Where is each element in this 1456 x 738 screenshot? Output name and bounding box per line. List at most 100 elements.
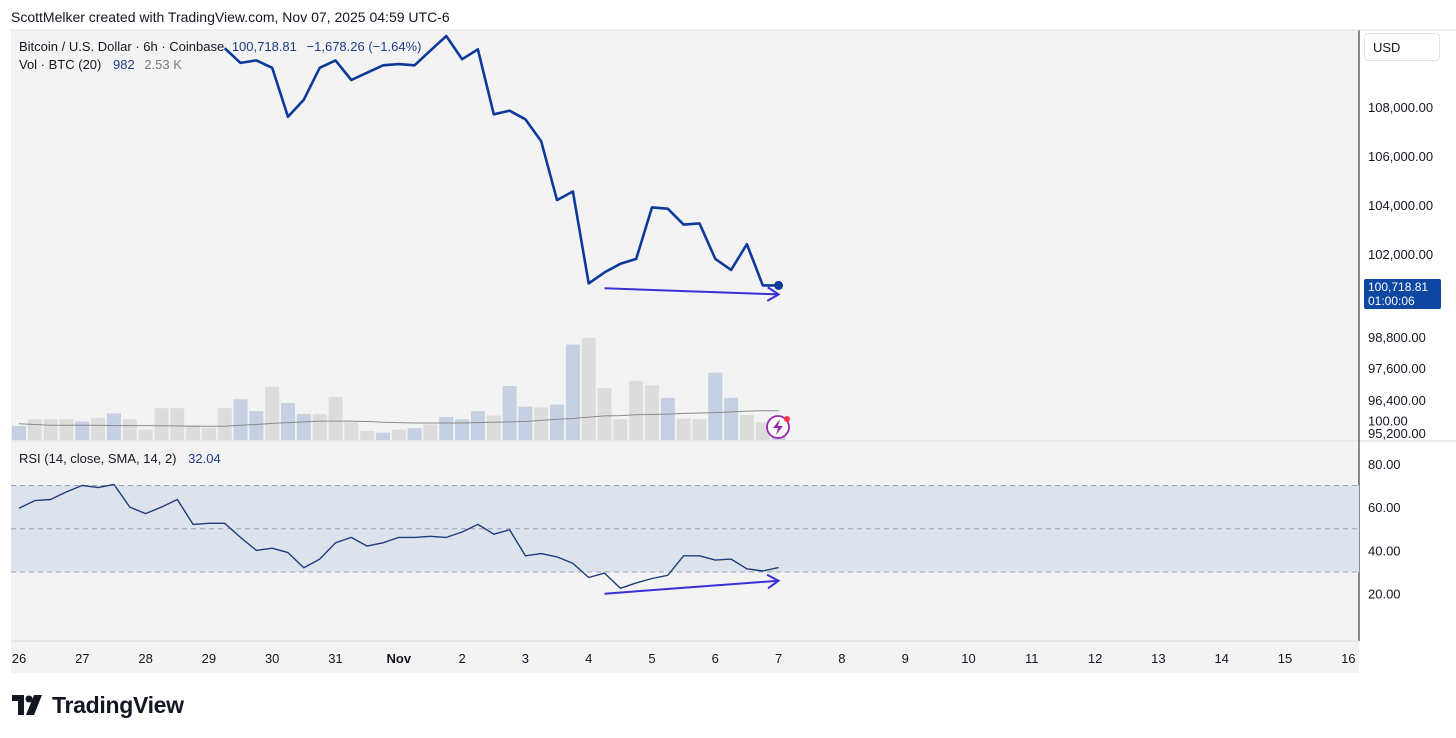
rsi-title[interactable]: RSI (14, close, SMA, 14, 2) [19,451,177,466]
price-divergence-arrow-head [766,286,781,302]
rsi-value: 32.04 [188,451,221,466]
rsi-axis-tick: 40.00 [1368,543,1401,558]
volume-bar [75,421,90,440]
rsi-band-fill [11,485,1359,573]
symbol-title[interactable]: Bitcoin / U.S. Dollar · 6h · Coinbase [19,39,225,54]
annotations [604,286,781,595]
volume-bar [281,403,296,440]
rsi-divergence-arrow-head [766,573,781,590]
volume-ma-value: 2.53 K [144,57,182,72]
volume-value: 982 [112,57,135,72]
price-axis-tick: 106,000.00 [1368,149,1433,164]
time-axis-tick: 10 [961,651,975,666]
axes: 108,000.00 106,000.00 104,000.00 102,000.00… [12,100,1433,666]
bar-countdown: 01:00:06 [1368,294,1415,308]
rsi-line [18,483,779,589]
price-change-value: −1,678.26 (−1.64%) [306,39,422,54]
volume-bar [724,397,739,440]
volume-bar [328,397,343,440]
volume-bar [565,344,580,440]
volume-bar [486,415,501,440]
volume-bar [550,404,565,440]
volume-bar [692,419,707,440]
price-legend[interactable]: Bitcoin / U.S. Dollar · 6h · Coinbase 10… [19,39,421,54]
time-axis-tick: 15 [1278,651,1292,666]
volume-bar [455,419,470,440]
price-axis-tick: 96,400.00 [1368,393,1426,408]
price-axis-tick: 97,600.00 [1368,361,1426,376]
time-axis-tick: 9 [902,651,909,666]
time-axis-tick: 6 [712,651,719,666]
volume-bar [43,419,58,440]
price-line [223,34,779,287]
volume-bar [170,408,185,440]
last-price-value: 100,718.81 [231,39,297,54]
price-pane-background [11,30,1359,440]
volume-bar [391,429,406,440]
time-axis-tick: 13 [1151,651,1165,666]
volume-legend[interactable]: Vol · BTC (20) 982 2.53 K [19,57,182,72]
volume-bar [597,388,612,440]
volume-bar [739,414,754,440]
time-axis-tick: 12 [1088,651,1102,666]
rsi-band [11,484,1359,573]
volume-bar [233,399,248,440]
volume-bar [12,425,26,440]
last-price-tag: 100,718.81 01:00:06 [1364,279,1441,309]
volume-bar [138,429,153,440]
volume-bar [59,419,74,440]
time-axis-tick: Nov [387,651,412,666]
volume-ma-line [18,410,779,427]
time-axis-tick: 16 [1341,651,1355,666]
rsi-axis-tick: 100.00 [1368,414,1408,429]
time-axis-tick: 28 [138,651,152,666]
volume-bar [217,408,232,440]
time-axis-tick: 8 [838,651,845,666]
volume-bar [439,417,454,440]
volume-bar [360,431,375,440]
volume-bar [122,419,137,440]
rsi-axis-tick: 60.00 [1368,500,1401,515]
rsi-divergence-arrow-shaft [604,579,779,595]
tradingview-logo[interactable]: TradingView [12,690,184,720]
volume-bar [660,397,675,440]
time-axis-tick: 26 [12,651,26,666]
volume-bar [502,385,517,440]
price-axis-tick: 108,000.00 [1368,100,1433,115]
volume-bar [534,407,549,440]
volume-bars [12,337,786,440]
lightning-badge-icon[interactable] [766,415,790,439]
volume-bar [344,422,359,440]
time-axis-tick: 14 [1214,651,1228,666]
tradingview-logo-icon [12,695,42,715]
volume-bar [91,417,106,440]
rsi-legend[interactable]: RSI (14, close, SMA, 14, 2) 32.04 [19,451,221,466]
time-axis-tick: 11 [1025,651,1039,666]
price-axis-tick: 98,800.00 [1368,330,1426,345]
volume-bar [470,411,485,440]
currency-button[interactable]: USD [1364,33,1440,61]
volume-bar [581,337,596,440]
time-axis-background [11,641,1359,673]
rsi-axis-tick: 20.00 [1368,587,1401,602]
volume-bar [201,428,216,440]
volume-bar [629,380,644,440]
volume-bar [645,385,659,440]
rsi-axis-tick: 80.00 [1368,457,1401,472]
time-axis-tick: 30 [265,651,279,666]
rsi-series [18,483,779,589]
volume-bar [423,424,438,440]
time-axis-tick: 5 [648,651,655,666]
volume-bar [407,428,422,440]
volume-bar [518,406,533,440]
volume-title[interactable]: Vol · BTC (20) [19,57,102,72]
price-axis-tick: 102,000.00 [1368,247,1433,262]
volume-bar [154,408,169,440]
time-axis-tick: 27 [75,651,89,666]
volume-bar [296,414,311,440]
volume-bar [708,372,723,440]
volume-bar [265,386,280,440]
time-axis-tick: 31 [328,651,342,666]
volume-bar [186,425,201,440]
